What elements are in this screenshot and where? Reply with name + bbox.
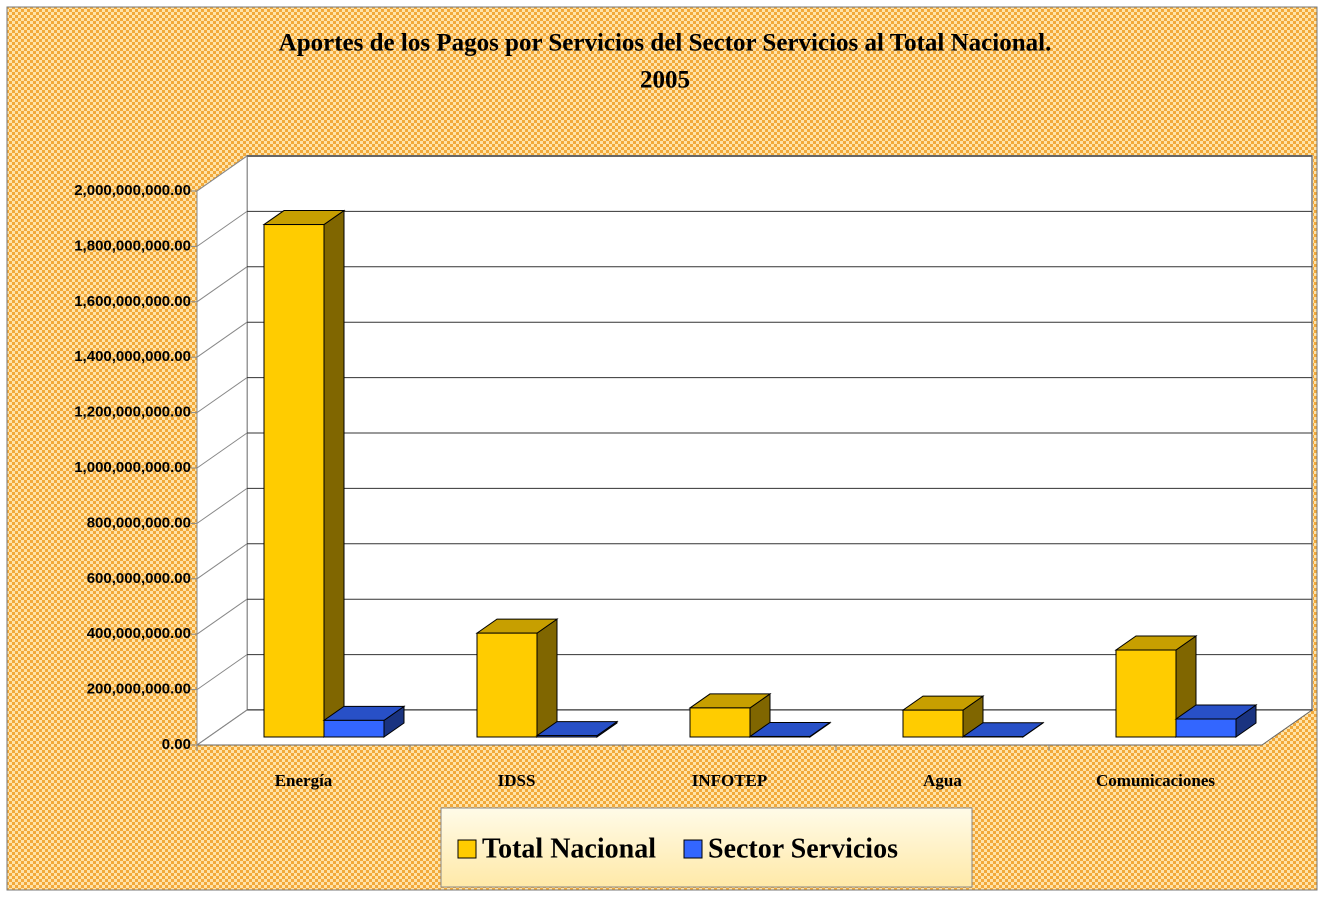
bar bbox=[1115, 649, 1177, 738]
chart-title: Aportes de los Pagos por Servicios del S… bbox=[279, 30, 1052, 57]
y-tick-label: 200,000,000.00 bbox=[87, 681, 191, 698]
bar bbox=[323, 719, 385, 738]
bar bbox=[902, 709, 964, 738]
x-tick-label: INFOTEP bbox=[692, 771, 768, 790]
grid-line bbox=[196, 210, 248, 247]
grid-line bbox=[196, 654, 248, 691]
x-tick-label: Energía bbox=[275, 771, 333, 790]
y-tick-label: 0.00 bbox=[162, 736, 191, 753]
legend-swatch bbox=[457, 839, 477, 859]
grid-line bbox=[196, 487, 248, 524]
bar bbox=[536, 735, 598, 738]
grid-line bbox=[196, 321, 248, 358]
y-tick-label: 600,000,000.00 bbox=[87, 570, 191, 587]
grid-line bbox=[196, 709, 248, 746]
grid-line bbox=[196, 377, 248, 414]
bar bbox=[1175, 718, 1237, 738]
bar-side bbox=[323, 209, 345, 738]
legend-label: Sector Servicios bbox=[708, 833, 898, 864]
y-tick-label: 1,400,000,000.00 bbox=[74, 348, 191, 365]
grid-line bbox=[196, 432, 248, 469]
bar-side bbox=[536, 618, 558, 738]
x-tick-label: Agua bbox=[923, 771, 962, 790]
y-tick-label: 2,000,000,000.00 bbox=[74, 182, 191, 199]
legend bbox=[440, 807, 973, 888]
chart-subtitle: 2005 bbox=[640, 67, 690, 94]
x-tick-label: IDSS bbox=[498, 771, 536, 790]
y-tick-label: 1,000,000,000.00 bbox=[74, 459, 191, 476]
y-tick-label: 1,600,000,000.00 bbox=[74, 293, 191, 310]
y-tick-label: 800,000,000.00 bbox=[87, 514, 191, 531]
legend-swatch bbox=[683, 839, 703, 859]
grid-line bbox=[196, 543, 248, 580]
grid-line bbox=[196, 598, 248, 635]
bar bbox=[749, 735, 811, 738]
legend-label: Total Nacional bbox=[482, 833, 656, 864]
y-tick-label: 400,000,000.00 bbox=[87, 625, 191, 642]
y-tick-label: 1,800,000,000.00 bbox=[74, 237, 191, 254]
grid-line bbox=[196, 155, 248, 192]
y-tick-label: 1,200,000,000.00 bbox=[74, 404, 191, 421]
x-tick-label: Comunicaciones bbox=[1096, 771, 1215, 790]
bar bbox=[689, 707, 751, 738]
grid-line bbox=[196, 266, 248, 303]
bar bbox=[263, 224, 325, 738]
bar bbox=[476, 632, 538, 738]
